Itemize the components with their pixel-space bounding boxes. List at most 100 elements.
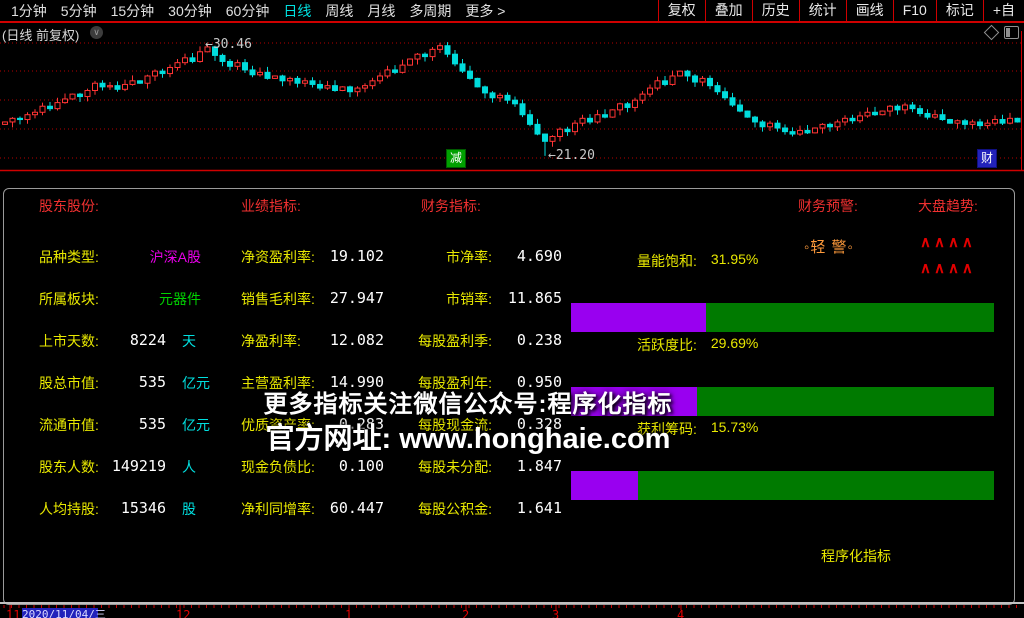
- perf-row-label: 现金负债比:: [241, 459, 315, 475]
- top-menu-bar: 1分钟 5分钟 15分钟 30分钟 60分钟 日线 周线 月线 多周期 更多 > 复权 叠加 历史 统计…: [0, 0, 1024, 23]
- header-performance: 业绩指标:: [241, 198, 301, 214]
- fin-row-label: 每股盈利季:: [418, 333, 492, 349]
- fin-row-value: 0.238: [516, 331, 562, 349]
- holders-row-value: 535: [138, 415, 166, 433]
- holders-row-label: 股总市值:: [39, 375, 99, 391]
- gauge-percent: 29.69%: [710, 335, 759, 351]
- finance-badge[interactable]: 财: [977, 149, 997, 168]
- month-label-1: 12: [176, 608, 191, 618]
- gauge-name: 活跃度比:: [637, 337, 697, 353]
- fin-row-label: 市销率:: [446, 291, 492, 307]
- holders-row-value: 149219: [111, 457, 166, 475]
- fin-row-value: 4.690: [516, 247, 562, 265]
- fin-row-label: 每股公积金:: [418, 501, 492, 517]
- holders-row-unit: 股: [182, 501, 196, 517]
- fin-row-label: 市净率:: [446, 249, 492, 265]
- tool-item-2[interactable]: 历史: [751, 0, 799, 21]
- month-label-2: 1: [345, 608, 353, 618]
- holders-row-label: 人均持股:: [39, 501, 99, 517]
- gauge-bar-fill: [571, 303, 707, 332]
- month-label-4: 3: [552, 608, 560, 618]
- fin-row-value: 0.950: [516, 373, 562, 391]
- fin-row-value: 1.641: [516, 499, 562, 517]
- gauge-label-2: 获利筹码: 15.73%: [637, 419, 758, 439]
- period-item-1[interactable]: 5分钟: [60, 2, 97, 19]
- candlestick-chart[interactable]: [0, 23, 1024, 172]
- perf-row-label: 净盈利率:: [241, 333, 301, 349]
- reduce-badge[interactable]: 减: [446, 149, 466, 168]
- tool-item-4[interactable]: 画线: [845, 0, 893, 21]
- perf-row-value: 19.102: [329, 247, 384, 265]
- gauge-percent: 31.95%: [710, 251, 759, 267]
- fin-row-value: 11.865: [507, 289, 562, 307]
- holders-row-value: 8224: [129, 331, 166, 349]
- gauge-bar-0: [571, 303, 994, 332]
- gauge-name: 获利筹码:: [637, 421, 697, 437]
- gauge-label-0: 量能饱和: 31.95%: [637, 251, 758, 271]
- gauge-bar-2: [571, 471, 994, 500]
- chart-mode-label: (日线 前复权): [2, 28, 80, 43]
- trend-caret-row-0: ∧∧∧∧: [920, 234, 976, 251]
- horizontal-separator: [0, 602, 1024, 604]
- tool-item-3[interactable]: 统计: [798, 0, 846, 21]
- month-label-5: 4: [677, 608, 685, 618]
- tool-item-6[interactable]: 标记: [935, 0, 983, 21]
- period-item-5[interactable]: 日线: [283, 2, 312, 19]
- perf-row-label: 净利同增率:: [241, 501, 315, 517]
- period-item-4[interactable]: 60分钟: [225, 2, 270, 19]
- chart-section[interactable]: (日线 前复权) ∨ ←30.46 ←21.20 减 财: [0, 23, 1024, 172]
- perf-row-value: 60.447: [329, 499, 384, 517]
- perf-row-value: 0.100: [338, 457, 384, 475]
- period-item-0[interactable]: 1分钟: [11, 2, 47, 19]
- period-item-9[interactable]: 更多 >: [465, 2, 506, 19]
- split-window-icon[interactable]: [1004, 26, 1019, 39]
- period-menu: 1分钟 5分钟 15分钟 30分钟 60分钟 日线 周线 月线 多周期 更多 >: [0, 1, 512, 21]
- holders-row-label: 所属板块:: [39, 291, 99, 307]
- fin-row-value: 1.847: [516, 457, 562, 475]
- tool-menu: 复权 叠加 历史 统计 画线 F10 标记 +自: [657, 0, 1024, 21]
- header-warning: 财务预警:: [798, 198, 858, 214]
- period-item-7[interactable]: 月线: [367, 2, 396, 19]
- holders-row-label: 流通市值:: [39, 417, 99, 433]
- date-box: 2020/11/04/三: [22, 608, 106, 618]
- header-trend: 大盘趋势:: [918, 198, 978, 214]
- period-item-3[interactable]: 30分钟: [168, 2, 212, 19]
- time-axis-ticks: [3, 605, 1017, 610]
- tool-item-1[interactable]: 叠加: [704, 0, 752, 21]
- month-label-0: 11: [6, 608, 21, 618]
- trend-caret-row-1: ∧∧∧∧: [920, 260, 976, 277]
- gauge-label-1: 活跃度比: 29.69%: [637, 335, 758, 355]
- tool-item-7[interactable]: +自: [982, 0, 1024, 21]
- tool-item-0[interactable]: 复权: [657, 0, 705, 21]
- high-price-label: ←30.46: [205, 37, 252, 52]
- holders-row-value: 15346: [120, 499, 166, 517]
- period-item-2[interactable]: 15分钟: [110, 2, 155, 19]
- period-item-6[interactable]: 周线: [325, 2, 354, 19]
- holders-row-unit: 天: [182, 333, 196, 349]
- perf-row-label: 销售毛利率:: [241, 291, 315, 307]
- fin-row-label: 每股盈利年:: [418, 375, 492, 391]
- perf-row-label: 优质资产率:: [241, 417, 315, 433]
- time-axis[interactable]: 2020/11/04/三 11 12 1 2 3 4: [0, 605, 1024, 618]
- gauge-bar-1: [571, 387, 994, 416]
- perf-row-value: 14.990: [329, 373, 384, 391]
- perf-row-label: 主营盈利率:: [241, 375, 315, 391]
- holders-row-unit: 亿元: [182, 417, 210, 433]
- tool-item-5[interactable]: F10: [892, 0, 936, 21]
- gauge-bar-fill: [571, 471, 638, 500]
- perf-row-value: 12.082: [329, 331, 384, 349]
- holders-row-label: 股东人数:: [39, 459, 99, 475]
- gauge-name: 量能饱和:: [637, 253, 697, 269]
- fin-row-label: 每股现金流:: [418, 417, 492, 433]
- header-financial: 财务指标:: [421, 198, 481, 214]
- chevron-down-icon[interactable]: ∨: [90, 26, 103, 39]
- holders-row-value: 535: [138, 373, 166, 391]
- fin-row-value: 0.328: [516, 415, 562, 433]
- holders-row-label: 上市天数:: [39, 333, 99, 349]
- holders-row-unit: 人: [182, 459, 196, 475]
- period-item-8[interactable]: 多周期: [409, 2, 452, 19]
- perf-row-value: 27.947: [329, 289, 384, 307]
- low-price-label: ←21.20: [548, 148, 595, 163]
- month-label-3: 2: [462, 608, 470, 618]
